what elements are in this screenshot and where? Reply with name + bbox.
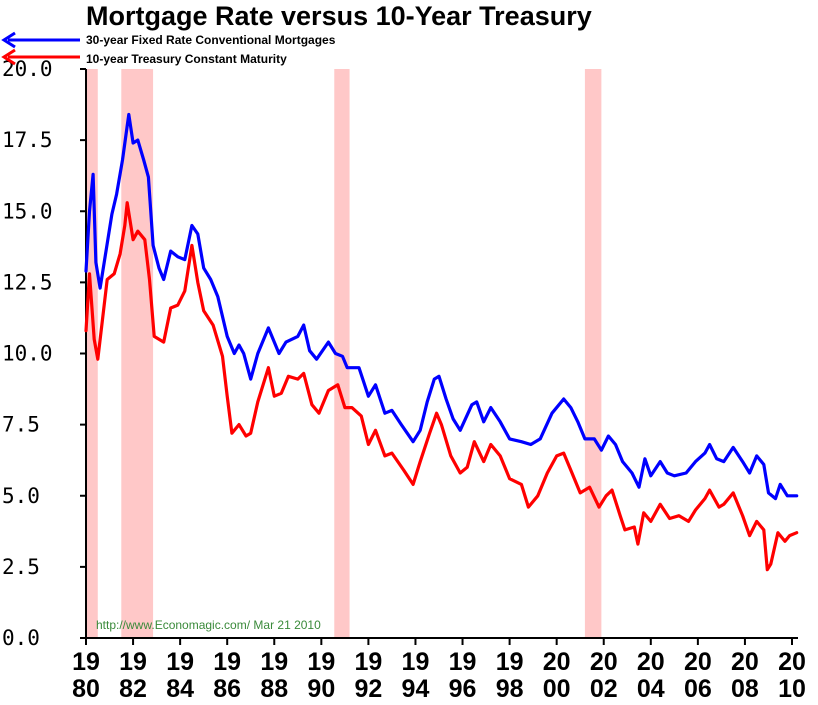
x-tick-label-top: 20 (543, 648, 571, 676)
x-tick-label-top: 19 (307, 648, 335, 676)
x-tick-label-top: 20 (637, 648, 665, 676)
x-tick-label-top: 20 (731, 648, 759, 676)
x-tick-label-bottom: 02 (590, 675, 618, 703)
x-tick-label-bottom: 84 (166, 675, 194, 703)
y-tick-label: 0.0 (2, 626, 40, 650)
y-axis-ticks: 0.02.55.07.510.012.515.017.520.0 (2, 57, 86, 650)
legend: 30-year Fixed Rate Conventional Mortgage… (1, 31, 336, 66)
x-tick-label-top: 19 (119, 648, 147, 676)
y-tick-label: 12.5 (2, 270, 53, 294)
series-line-mortgage (84, 112, 799, 501)
x-tick-label-top: 20 (778, 648, 806, 676)
x-tick-label-bottom: 06 (684, 675, 712, 703)
y-tick-label: 5.0 (2, 484, 40, 508)
legend-mortgage-label: 30-year Fixed Rate Conventional Mortgage… (86, 33, 336, 47)
legend-treasury: 10-year Treasury Constant Maturity (1, 48, 287, 66)
x-tick-label-top: 19 (496, 648, 524, 676)
x-tick-label-bottom: 10 (778, 675, 806, 703)
x-tick-label-bottom: 88 (260, 675, 288, 703)
x-tick-label-bottom: 96 (449, 675, 477, 703)
x-tick-label-top: 19 (72, 648, 100, 676)
recession-bands (86, 69, 602, 638)
x-tick-label-bottom: 00 (543, 675, 571, 703)
x-tick-label-bottom: 04 (637, 675, 665, 703)
chart-title: Mortgage Rate versus 10-Year Treasury (86, 1, 592, 31)
series-lines (84, 112, 799, 572)
x-tick-label-top: 19 (449, 648, 477, 676)
x-tick-label-top: 19 (166, 648, 194, 676)
x-tick-label-top: 19 (213, 648, 241, 676)
x-tick-label-top: 20 (684, 648, 712, 676)
legend-treasury-arrow-icon (1, 48, 16, 66)
recession-band-0 (86, 69, 98, 638)
x-tick-label-top: 20 (590, 648, 618, 676)
x-tick-label-bottom: 94 (402, 675, 430, 703)
y-tick-label: 2.5 (2, 555, 40, 579)
x-axis-ticks: 1980198219841986198819901992199419961998… (72, 638, 806, 703)
x-tick-label-bottom: 08 (731, 675, 759, 703)
y-tick-label: 17.5 (2, 128, 53, 152)
recession-band-3 (584, 69, 602, 638)
recession-band-2 (334, 69, 350, 638)
x-tick-label-bottom: 80 (72, 675, 100, 703)
x-tick-label-bottom: 90 (307, 675, 335, 703)
y-tick-label: 7.5 (2, 413, 40, 437)
x-tick-label-top: 19 (402, 648, 430, 676)
source-credit: http://www.Economagic.com/ Mar 21 2010 (96, 618, 321, 632)
recession-band-1 (121, 69, 154, 638)
x-tick-label-bottom: 82 (119, 675, 147, 703)
y-tick-label: 15.0 (2, 199, 53, 223)
x-tick-label-bottom: 86 (213, 675, 241, 703)
legend-mortgage: 30-year Fixed Rate Conventional Mortgage… (1, 31, 336, 49)
x-tick-label-top: 19 (260, 648, 288, 676)
series-line-treasury (84, 201, 799, 572)
legend-mortgage-arrow-icon (1, 31, 16, 49)
x-tick-label-bottom: 98 (496, 675, 524, 703)
x-tick-label-top: 19 (354, 648, 382, 676)
axes (85, 69, 798, 639)
x-tick-label-bottom: 92 (354, 675, 382, 703)
legend-treasury-label: 10-year Treasury Constant Maturity (86, 52, 287, 66)
y-tick-label: 10.0 (2, 342, 53, 366)
